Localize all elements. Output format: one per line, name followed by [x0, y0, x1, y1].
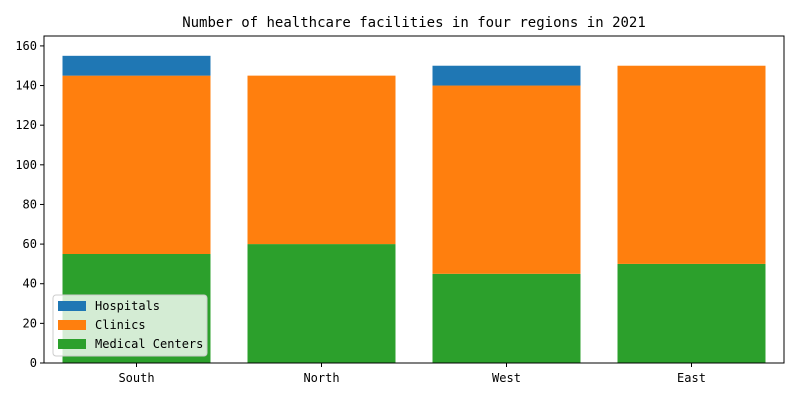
bar-medical-centers-west: [432, 273, 581, 363]
legend-label: Clinics: [95, 318, 146, 332]
legend-label: Medical Centers: [95, 337, 203, 351]
x-tick-label: South: [118, 371, 154, 385]
y-tick-label: 100: [15, 158, 37, 172]
bar-hospitals-south: [62, 55, 211, 76]
legend-swatch-medical-centers: [58, 339, 86, 349]
bar-hospitals-west: [432, 65, 581, 86]
x-tick-label: West: [492, 371, 521, 385]
y-tick-label: 0: [30, 356, 37, 370]
y-tick-label: 160: [15, 39, 37, 53]
x-tick-label: North: [303, 371, 339, 385]
bar-clinics-south: [62, 75, 211, 255]
legend-label: Hospitals: [95, 299, 160, 313]
bar-clinics-north: [247, 75, 396, 245]
bar-medical-centers-east: [617, 263, 766, 363]
y-tick-label: 20: [23, 316, 37, 330]
bars-group: [62, 55, 766, 363]
legend-swatch-clinics: [58, 320, 86, 330]
y-tick-label: 40: [23, 277, 37, 291]
bar-clinics-west: [432, 85, 581, 274]
legend-swatch-hospitals: [58, 301, 86, 311]
y-tick-label: 80: [23, 197, 37, 211]
y-tick-label: 140: [15, 79, 37, 93]
bar-medical-centers-north: [247, 244, 396, 363]
y-tick-label: 60: [23, 237, 37, 251]
y-tick-label: 120: [15, 118, 37, 132]
plot-frame: [43, 35, 785, 364]
bar-clinics-east: [617, 65, 766, 264]
chart-title: Number of healthcare facilities in four …: [182, 15, 646, 31]
legend: Hospitals Clinics Medical Centers: [52, 294, 208, 357]
legend-box: [52, 294, 208, 357]
axes-group: 0 20 40 60 80 100 120 140 160 South North West East: [15, 35, 785, 385]
x-tick-label: East: [677, 371, 706, 385]
